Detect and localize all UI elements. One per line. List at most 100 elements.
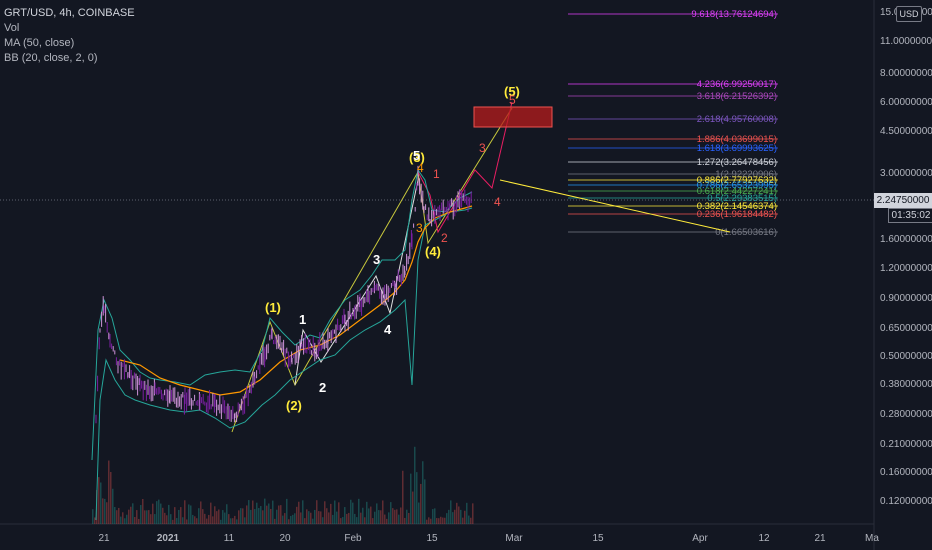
volume-bar: [218, 509, 220, 524]
price-tick-label: 0.38000000: [880, 379, 932, 390]
price-tick-label: 0.16000000: [880, 467, 932, 478]
time-tick-label: 15: [426, 533, 438, 544]
volume-bar: [118, 507, 120, 524]
indicator-bb[interactable]: BB (20, close, 2, 0): [4, 52, 98, 64]
price-axis[interactable]: 15.0000000011.000000008.000000006.000000…: [880, 7, 932, 507]
volume-bar: [140, 505, 142, 524]
volume-bar: [136, 510, 138, 524]
wave-label-o4: 4: [417, 161, 424, 175]
volume-bar: [432, 509, 434, 524]
volume-bar: [200, 501, 202, 524]
volume-bar: [288, 519, 290, 524]
time-tick-label: 21: [814, 533, 826, 544]
volume-bar: [160, 503, 162, 524]
volume-bar: [454, 509, 456, 524]
bar-countdown: 01:35:02: [888, 208, 932, 223]
time-tick-label: 20: [279, 533, 291, 544]
volume-bar: [210, 502, 212, 524]
time-tick-label: Mar: [505, 533, 523, 544]
volume-bar: [146, 510, 148, 524]
chart-legend[interactable]: GRT/USD, 4h, COINBASE Vol MA (50, close)…: [4, 6, 135, 66]
volume-bar: [120, 516, 122, 524]
volume-bar: [138, 518, 140, 524]
volume-bar: [100, 482, 102, 524]
volume-bar: [362, 507, 364, 524]
wave-label-w4: 4: [384, 322, 392, 337]
volume-bar: [436, 518, 438, 524]
wave-label-r2: 2: [441, 231, 448, 245]
volume-bar: [398, 514, 400, 524]
volume-bar: [232, 518, 234, 524]
volume-bar: [332, 514, 334, 524]
price-tick-label: 3.00000000: [880, 168, 932, 179]
wave-label-y2: (2): [286, 398, 302, 413]
volume-bar: [402, 470, 404, 524]
volume-bar: [380, 510, 382, 524]
time-axis[interactable]: 21 2021 11 20 Feb 15 Mar 15 Apr 12 21 Ma: [98, 533, 879, 544]
volume-bar: [204, 513, 206, 524]
fib-extension[interactable]: 9.618(13.76124694) 4.236(6.99250017)3.618…: [568, 9, 778, 238]
volume-bar: [264, 498, 266, 524]
volume-bar: [426, 519, 428, 524]
volume-bar: [372, 518, 374, 524]
yellow-wave-lines: [231, 107, 513, 433]
volume-bar: [302, 500, 304, 524]
volume-bar: [336, 511, 338, 524]
volume-bar: [194, 516, 196, 524]
volume-bar: [220, 519, 222, 524]
volume-bar: [330, 503, 332, 524]
volume-bar: [110, 471, 112, 524]
volume-bar: [342, 517, 344, 524]
bb-lower: [95, 207, 473, 521]
volume-bar: [216, 511, 218, 524]
volume-bar: [316, 500, 318, 524]
volume-bar: [308, 511, 310, 524]
volume-bar: [444, 517, 446, 524]
volume-bar: [412, 491, 414, 524]
target-zone[interactable]: [473, 106, 553, 128]
volume-bar: [284, 513, 286, 524]
wave-label-y1: (1): [265, 300, 281, 315]
volume-bar: [322, 517, 324, 524]
volume-bar: [276, 509, 278, 524]
volume-bar: [164, 512, 166, 524]
volume-bar: [94, 517, 96, 524]
fib-level-label: 1.618(3.69993625): [697, 143, 777, 154]
wave-label-r1: 1: [433, 167, 440, 181]
fib-level-label: 4.236(6.99250017): [697, 79, 777, 90]
volume-bar: [350, 499, 352, 524]
volume-bar: [334, 500, 336, 524]
volume-bar: [226, 504, 228, 524]
volume-bar: [442, 517, 444, 524]
volume-bar: [400, 507, 402, 524]
indicator-volume[interactable]: Vol: [4, 22, 20, 34]
volume-bar: [356, 517, 358, 524]
wave-label-w2: 2: [319, 380, 326, 395]
volume-bar: [272, 500, 274, 524]
volume-bar: [268, 503, 270, 524]
volume-bar: [294, 513, 296, 524]
indicator-ma[interactable]: MA (50, close): [4, 37, 75, 49]
ma-line: [119, 205, 473, 396]
wave-label-y4: (4): [425, 244, 441, 259]
volume-bar: [154, 514, 156, 524]
wave-label-w3: 3: [373, 252, 380, 267]
volume-bar: [208, 514, 210, 524]
volume-bar: [390, 502, 392, 524]
wave-label-y5: (5): [504, 84, 520, 99]
fib-level-label: 1.272(3.26478456): [697, 157, 777, 168]
symbol-title[interactable]: GRT/USD, 4h, COINBASE: [4, 7, 135, 19]
volume-bar: [108, 460, 110, 524]
volume-bar: [234, 515, 236, 524]
time-tick-label: Feb: [344, 533, 362, 544]
volume-bar: [410, 473, 412, 524]
volume-bar: [472, 503, 474, 524]
fib-level-label: 9.618(13.76124694): [691, 9, 777, 20]
currency-badge[interactable]: USD: [896, 6, 922, 22]
volume-bar: [132, 503, 134, 524]
volume-bar: [434, 508, 436, 524]
volume-bar: [202, 509, 204, 524]
volume-bar: [296, 506, 298, 524]
volume-bar: [310, 512, 312, 524]
